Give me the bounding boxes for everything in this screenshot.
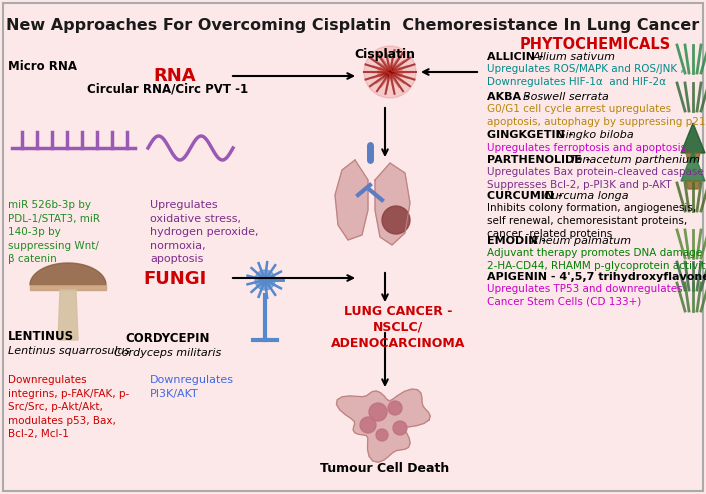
- Text: Adjuvant therapy promotes DNA damage
2-HA-CD44, RHAMM p-glycoprotein activity: Adjuvant therapy promotes DNA damage 2-H…: [487, 248, 706, 271]
- Circle shape: [364, 46, 416, 98]
- Text: Boswell serrata: Boswell serrata: [523, 92, 609, 102]
- Circle shape: [376, 429, 388, 441]
- Text: FUNGI: FUNGI: [143, 270, 207, 288]
- Text: Upregulates
oxidative stress,
hydrogen peroxide,
normoxia,
apoptosis: Upregulates oxidative stress, hydrogen p…: [150, 200, 258, 264]
- Polygon shape: [686, 181, 700, 189]
- Text: New Approaches For Overcoming Cisplatin  Chemoresistance In Lung Cancer: New Approaches For Overcoming Cisplatin …: [6, 18, 700, 33]
- Text: Downregulates
integrins, p-FAK/FAK, p-
Src/Src, p-Akt/Akt,
modulates p53, Bax,
B: Downregulates integrins, p-FAK/FAK, p- S…: [8, 375, 129, 439]
- Text: EMODIN -: EMODIN -: [487, 236, 550, 246]
- Polygon shape: [686, 153, 700, 161]
- Text: Downregulates
PI3K/AKT: Downregulates PI3K/AKT: [150, 375, 234, 399]
- Text: G0/G1 cell cycle arrest upregulates
apoptosis, autophagy by suppressing p21: G0/G1 cell cycle arrest upregulates apop…: [487, 104, 705, 127]
- Text: Rheum palmatum: Rheum palmatum: [531, 236, 631, 246]
- Circle shape: [255, 270, 275, 290]
- Polygon shape: [375, 163, 410, 245]
- Text: Upregulates TP53 and downregulates
Cancer Stem Cells (CD 133+): Upregulates TP53 and downregulates Cance…: [487, 284, 683, 307]
- Text: PARTHENOLIDE -: PARTHENOLIDE -: [487, 155, 594, 165]
- Polygon shape: [681, 123, 705, 153]
- Text: CURCUMIN -: CURCUMIN -: [487, 191, 566, 201]
- Text: Circular RNA/Circ PVT -1: Circular RNA/Circ PVT -1: [88, 83, 249, 96]
- Text: LUNG CANCER -
NSCLC/
ADENOCARCINOMA: LUNG CANCER - NSCLC/ ADENOCARCINOMA: [331, 305, 465, 350]
- Polygon shape: [58, 290, 78, 340]
- Text: Cordyceps militaris: Cordyceps militaris: [114, 348, 222, 358]
- Text: Tumour Cell Death: Tumour Cell Death: [321, 462, 450, 475]
- Text: Cisplatin: Cisplatin: [354, 48, 416, 61]
- Polygon shape: [30, 263, 106, 285]
- Text: RNA: RNA: [154, 67, 196, 85]
- Circle shape: [382, 206, 410, 234]
- Text: APIGENIN - 4',5,7 trihydroxyflavone: APIGENIN - 4',5,7 trihydroxyflavone: [487, 272, 706, 282]
- Circle shape: [393, 421, 407, 435]
- Text: GINGKGETIN -: GINGKGETIN -: [487, 130, 581, 140]
- Text: Inhibits colony formation, angiogenesis,
self renewal, chemoresistant proteins,
: Inhibits colony formation, angiogenesis,…: [487, 203, 696, 239]
- Circle shape: [369, 403, 387, 421]
- Text: miR 526b-3p by
PDL-1/STAT3, miR
140-3p by
suppressing Wnt/
β catenin: miR 526b-3p by PDL-1/STAT3, miR 140-3p b…: [8, 200, 100, 264]
- Polygon shape: [337, 389, 430, 462]
- FancyBboxPatch shape: [3, 3, 703, 491]
- Text: LENTINUS: LENTINUS: [8, 330, 74, 343]
- Text: Upregulates Bax protein-cleaved caspase
Suppresses Bcl-2, p-PI3K and p-AKT: Upregulates Bax protein-cleaved caspase …: [487, 167, 704, 190]
- Text: Gingko biloba: Gingko biloba: [557, 130, 634, 140]
- Text: ALLICIN -: ALLICIN -: [487, 52, 547, 62]
- Text: CORDYCEPIN: CORDYCEPIN: [126, 332, 210, 345]
- Text: Micro RNA: Micro RNA: [8, 60, 77, 73]
- Circle shape: [360, 417, 376, 433]
- Text: Lentinus squarrosulus: Lentinus squarrosulus: [8, 346, 130, 356]
- Text: Tanacetum parthenium: Tanacetum parthenium: [570, 155, 700, 165]
- Text: Upregulates ROS/MAPK and ROS/JNK ,
Downregulates HIF-1α  and HIF-2α: Upregulates ROS/MAPK and ROS/JNK , Downr…: [487, 64, 683, 87]
- Text: Upregulates ferroptosis and apoptosis.: Upregulates ferroptosis and apoptosis.: [487, 143, 690, 153]
- Polygon shape: [30, 285, 106, 290]
- Text: Curcuma longa: Curcuma longa: [544, 191, 628, 201]
- Text: PHYTOCHEMICALS: PHYTOCHEMICALS: [520, 37, 671, 52]
- Circle shape: [388, 401, 402, 415]
- Text: Allium sativum: Allium sativum: [533, 52, 616, 62]
- Text: AKBA -: AKBA -: [487, 92, 534, 102]
- Polygon shape: [335, 160, 368, 240]
- Polygon shape: [681, 151, 705, 181]
